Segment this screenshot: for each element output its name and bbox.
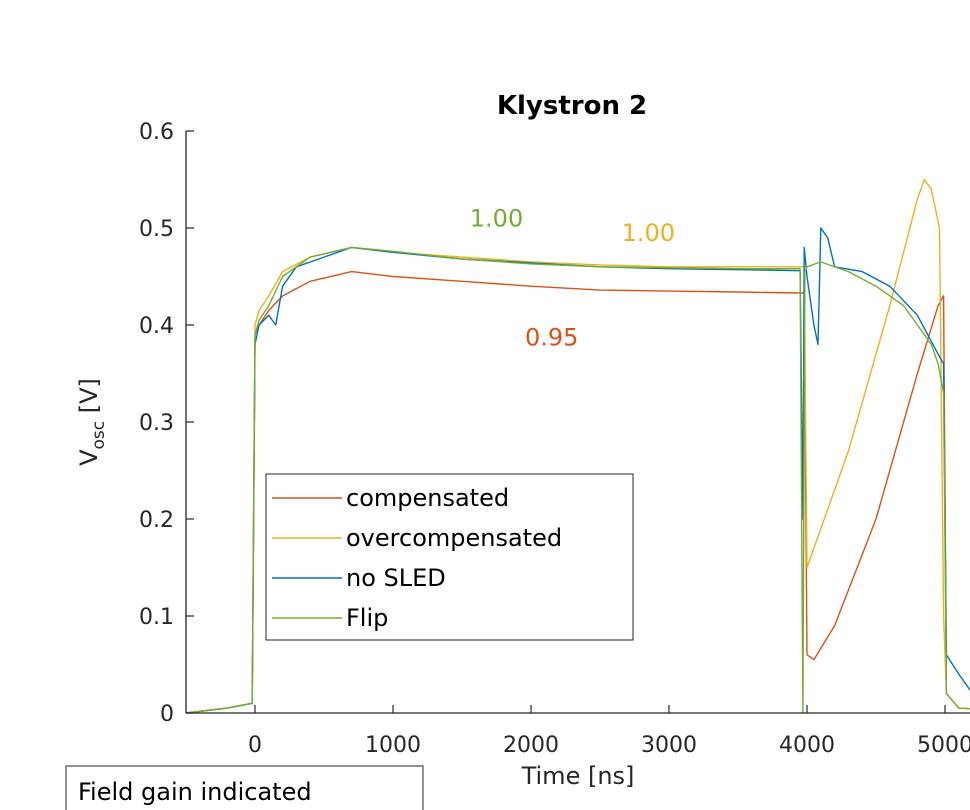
x-ticks: 0 1000 2000 3000 4000 5000 (248, 705, 970, 758)
legend-label: overcompensated (346, 524, 562, 552)
series-line-overcompensated (186, 178, 970, 713)
x-tick-label: 1000 (365, 733, 421, 758)
y-tick-label: 0.5 (139, 217, 174, 242)
y-tick-label: 0.2 (139, 508, 174, 533)
legend-label: compensated (346, 484, 509, 512)
y-tick-label: 0.1 (139, 605, 174, 630)
chart-title: Klystron 2 (497, 91, 647, 121)
legend-box (265, 473, 634, 641)
y-tick-label: 0 (160, 702, 174, 727)
field-gain-note: Field gain indicated (65, 765, 424, 810)
series-line-no-sled (186, 227, 970, 713)
y-ticks: 0 0.1 0.2 0.3 0.4 0.5 0.6 (139, 120, 194, 727)
series-layer (186, 178, 970, 713)
gain-annotation: 1.00 (470, 204, 523, 232)
x-tick-label: 4000 (779, 733, 835, 758)
legend-label: Flip (346, 604, 388, 632)
legend: compensated overcompensated no SLED Flip (265, 473, 634, 641)
gain-annotation: 0.95 (525, 324, 578, 352)
x-tick-label: 2000 (503, 733, 559, 758)
y-tick-label: 0.3 (139, 411, 174, 436)
y-axis-label-main: V (75, 449, 103, 466)
y-axis-label: Vosc [V] (75, 378, 109, 466)
y-axis-label-unit: [V] (75, 378, 103, 421)
note-box (65, 765, 424, 810)
series-line-flip (186, 246, 970, 713)
x-tick-label: 3000 (641, 733, 697, 758)
y-tick-label: 0.6 (139, 120, 174, 145)
note-text: Field gain indicated (78, 778, 312, 806)
legend-label: no SLED (346, 564, 446, 592)
gain-annotation: 1.00 (622, 219, 675, 247)
y-tick-label: 0.4 (139, 314, 174, 339)
x-tick-label: 0 (248, 733, 262, 758)
annotations: 1.00 1.00 0.95 (470, 204, 675, 351)
x-axis-label: Time [ns] (521, 762, 635, 790)
y-axis-label-sub: osc (89, 421, 109, 450)
x-tick-label: 5000 (917, 733, 970, 758)
